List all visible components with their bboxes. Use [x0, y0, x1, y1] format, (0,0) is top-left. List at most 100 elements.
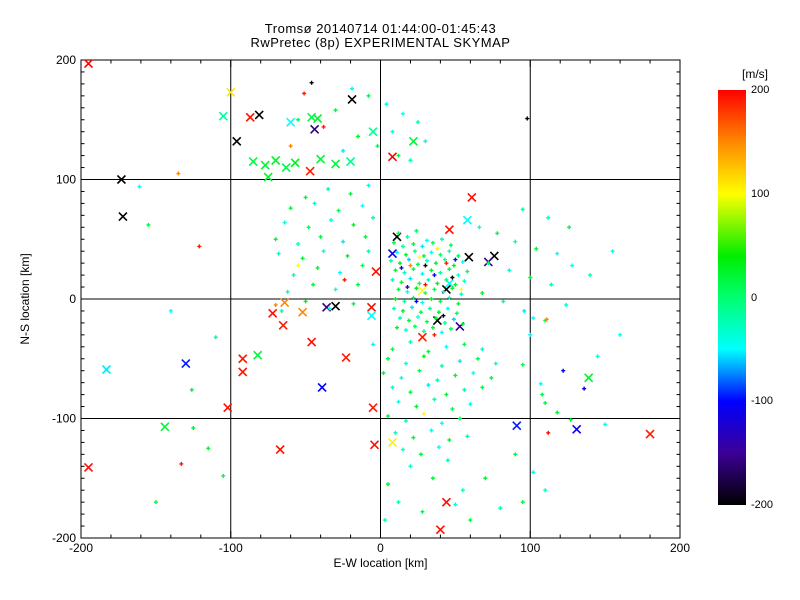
data-point: [468, 402, 473, 407]
data-point: [450, 275, 455, 280]
data-point: [436, 445, 441, 450]
data-point: [453, 282, 458, 287]
data-point: [375, 144, 380, 149]
data-point: [356, 134, 361, 139]
data-point: [329, 218, 334, 223]
data-point: [435, 378, 440, 383]
data-point: [400, 111, 405, 116]
data-point: [462, 279, 467, 284]
data-point: [414, 404, 419, 409]
data-point: [429, 250, 434, 255]
data-point: [555, 251, 560, 256]
data-point: [453, 257, 458, 262]
colorbar-tick-label: -100: [751, 395, 774, 408]
data-point: [433, 261, 438, 266]
data-point: [384, 102, 389, 107]
data-point: [189, 387, 194, 392]
data-point: [480, 291, 485, 296]
data-point: [438, 270, 443, 275]
data-point: [403, 361, 408, 366]
data-point: [411, 295, 416, 300]
data-point: [406, 257, 411, 262]
data-point: [417, 368, 422, 373]
data-point: [366, 311, 377, 321]
data-point: [445, 458, 450, 463]
data-point: [360, 203, 365, 208]
axis-tick-label: -100: [219, 541, 243, 555]
data-point: [426, 349, 431, 354]
data-point: [489, 375, 494, 380]
data-point: [459, 292, 464, 297]
axis-tick-label: 0: [377, 541, 384, 555]
data-point: [610, 249, 615, 254]
data-point: [306, 225, 311, 230]
data-point: [341, 352, 351, 363]
axis-tick-label: 100: [56, 173, 76, 187]
data-point: [432, 332, 437, 337]
data-point: [444, 261, 449, 266]
data-point: [290, 158, 300, 168]
data-point: [303, 299, 308, 304]
data-point: [417, 281, 422, 286]
data-point: [430, 325, 435, 330]
data-point: [406, 318, 411, 323]
data-point: [531, 316, 536, 321]
data-point: [356, 282, 361, 287]
data-point: [366, 249, 371, 254]
data-point: [366, 302, 377, 312]
data-point: [399, 280, 404, 285]
axis-tick-label: -100: [52, 412, 76, 426]
data-point: [420, 509, 425, 514]
data-point: [366, 183, 371, 188]
y-axis-label: N-S location [km]: [18, 253, 32, 345]
data-point: [382, 518, 387, 523]
data-point: [453, 502, 458, 507]
data-point: [311, 282, 316, 287]
data-point: [570, 263, 575, 268]
data-point: [513, 239, 518, 244]
data-point: [331, 159, 341, 169]
data-point: [232, 136, 242, 146]
data-point: [279, 308, 284, 313]
data-point: [296, 242, 301, 247]
data-point: [414, 286, 419, 291]
data-point: [543, 488, 548, 493]
data-point: [414, 228, 419, 233]
colorbar-tick-label: 100: [751, 187, 770, 200]
data-point: [465, 269, 470, 274]
data-point: [288, 206, 293, 211]
data-point: [403, 418, 408, 423]
data-point: [423, 263, 428, 268]
data-point: [520, 207, 525, 212]
data-point: [391, 240, 396, 245]
data-point: [436, 310, 441, 315]
colorbar-tick-label: -200: [751, 499, 774, 511]
data-point: [486, 261, 491, 266]
data-point: [412, 324, 417, 329]
data-point: [146, 222, 151, 227]
data-point: [338, 270, 343, 275]
data-point: [408, 158, 413, 163]
data-point: [303, 195, 308, 200]
data-point: [408, 276, 413, 281]
data-point: [447, 249, 452, 254]
data-point: [400, 308, 405, 313]
axis-tick-label: -200: [69, 541, 93, 555]
data-point: [432, 273, 437, 278]
data-point: [534, 246, 539, 251]
data-point: [394, 325, 399, 330]
data-point: [313, 113, 323, 124]
data-point: [525, 116, 530, 121]
data-point: [459, 287, 464, 292]
data-point: [393, 268, 398, 273]
data-point: [285, 289, 290, 294]
data-point: [408, 340, 413, 345]
data-point: [420, 271, 425, 276]
data-point: [390, 129, 395, 134]
colorbar-title: [m/s]: [742, 67, 768, 81]
data-point: [371, 266, 381, 277]
data-point: [396, 231, 401, 236]
data-point: [420, 300, 425, 305]
data-point: [331, 301, 341, 311]
